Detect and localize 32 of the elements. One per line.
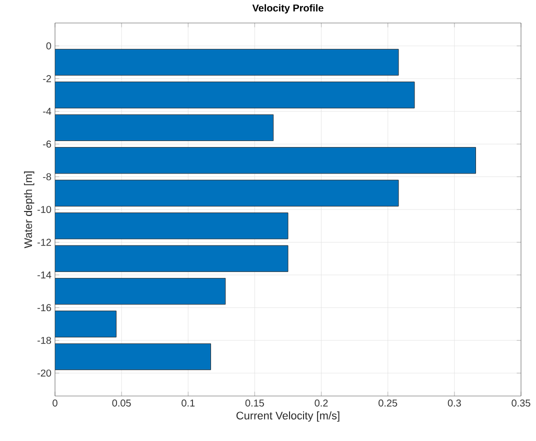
bar [55, 48, 399, 76]
y-tick-label: -8 [43, 173, 52, 180]
bar [55, 343, 212, 370]
x-tick-label: 0.25 [378, 400, 398, 407]
x-axis-title: Current Velocity [m/s] [236, 411, 340, 422]
bar [55, 147, 476, 174]
y-tick-label: 0 [46, 42, 52, 50]
y-tick-label: -20 [38, 370, 52, 377]
x-tick-label: 0.3 [448, 400, 461, 407]
x-tick-label: 0.05 [112, 400, 131, 407]
chart-title: Velocity Profile [252, 4, 324, 14]
bar [55, 114, 274, 142]
x-tick-label: 0.2 [314, 400, 328, 407]
bar [55, 212, 288, 240]
y-tick-label: -16 [38, 304, 52, 312]
y-axis-title: Water depth [m] [24, 172, 34, 248]
y-tick-label: -12 [38, 238, 51, 246]
y-tick-label: -2 [43, 75, 51, 82]
bar [55, 278, 226, 305]
x-tick-label: 0 [52, 400, 58, 407]
y-tick-label: -18 [38, 336, 52, 344]
y-tick-label: -4 [43, 108, 52, 115]
bar [55, 310, 116, 338]
x-tick-label: 0.35 [512, 400, 530, 407]
bar [55, 180, 399, 206]
y-tick-label: -14 [38, 272, 52, 278]
bar [55, 245, 288, 272]
bar [55, 82, 415, 108]
y-tick-label: -10 [38, 206, 52, 214]
x-tick-label: 0.1 [182, 400, 195, 407]
y-tick-label: -6 [43, 140, 52, 148]
x-tick-label: 0.15 [245, 400, 264, 407]
